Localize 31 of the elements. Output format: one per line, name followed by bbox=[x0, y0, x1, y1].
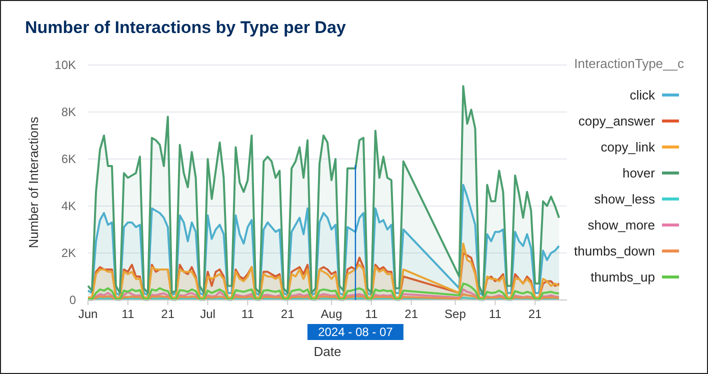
legend-label: click bbox=[630, 88, 656, 103]
x-tick-label: 21 bbox=[404, 307, 418, 321]
x-tick-label: 11 bbox=[365, 307, 378, 321]
legend-label: copy_link bbox=[600, 140, 656, 155]
chart-title: Number of Interactions by Type per Day bbox=[25, 18, 346, 37]
legend-label: show_less bbox=[594, 192, 656, 207]
legend-label: hover bbox=[622, 166, 656, 181]
legend-label: show_more bbox=[588, 218, 655, 233]
legend-title: InteractionType__c bbox=[574, 56, 684, 71]
x-tick-label: 21 bbox=[161, 307, 175, 321]
x-axis-title: Date bbox=[314, 344, 342, 359]
y-tick-label: 0 bbox=[69, 293, 76, 308]
x-tick-label: Aug bbox=[320, 307, 342, 321]
x-tick-label: 21 bbox=[280, 307, 295, 321]
legend-label: thumbs_down bbox=[574, 244, 655, 259]
y-tick-label: 6K bbox=[61, 152, 76, 166]
x-tick-label: 11 bbox=[241, 307, 254, 321]
x-tick-label: Sep bbox=[444, 307, 466, 321]
legend-label: copy_answer bbox=[578, 114, 656, 129]
y-tick-label: 4K bbox=[61, 199, 76, 214]
y-tick-label: 2K bbox=[61, 246, 76, 260]
y-axis-title: Number of Interactions bbox=[26, 116, 41, 248]
x-tick-label: 11 bbox=[488, 307, 502, 321]
x-tick-label: 11 bbox=[122, 307, 134, 321]
y-tick-label: 10K bbox=[54, 58, 76, 72]
legend-label: thumbs_up bbox=[590, 270, 655, 285]
ref-line-label: 2024 - 08 - 07 bbox=[318, 325, 394, 339]
x-tick-label: Jul bbox=[200, 307, 216, 321]
x-tick-label: Jun bbox=[78, 307, 98, 321]
x-tick-label: 21 bbox=[528, 307, 542, 321]
y-tick-label: 8K bbox=[61, 105, 76, 120]
